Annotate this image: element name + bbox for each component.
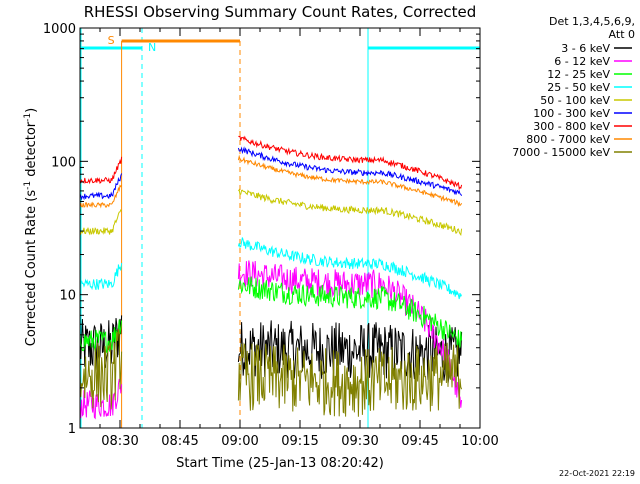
series-line-1-1	[237, 260, 463, 408]
series-line-8-1	[237, 342, 463, 417]
x-tick-label-2: 09:00	[221, 434, 258, 449]
legend-label-1: 6 - 12 keV	[554, 55, 610, 68]
series-line-6-1	[238, 135, 463, 191]
y-tick-label-3: 1000	[43, 22, 76, 37]
series-2	[79, 276, 463, 354]
y-axis-label-sup1: -1	[23, 181, 33, 190]
x-tick-label-6: 10:00	[461, 434, 498, 449]
legend-label-0: 3 - 6 keV	[561, 42, 610, 55]
legend-label-8: 7000 - 15000 keV	[512, 146, 610, 159]
x-tick-label-3: 09:15	[281, 434, 318, 449]
y-axis-label-end: )	[24, 108, 39, 113]
series-6	[79, 135, 463, 191]
axes: 08:30 08:45 09:00 09:15 09:30 09:45 10:00 1 10 10…	[43, 22, 499, 449]
series-5	[79, 146, 463, 201]
legend-label-3: 25 - 50 keV	[547, 81, 610, 94]
series-7	[79, 154, 463, 209]
legend-label-5: 100 - 300 keV	[533, 107, 610, 120]
series-8	[79, 329, 463, 417]
x-tick-label-4: 09:30	[341, 434, 378, 449]
legend-header-line-1: Det 1,3,4,5,6,9,	[549, 15, 635, 28]
y-axis-label-sup2: -1	[23, 113, 33, 122]
series-line-8-0	[79, 329, 123, 410]
series-3	[79, 237, 463, 300]
legend-label-2: 12 - 25 keV	[547, 68, 610, 81]
series-line-7-1	[237, 154, 463, 208]
series-line-7-0	[79, 184, 123, 209]
series-line-5-0	[79, 173, 123, 201]
legend-label-7: 800 - 7000 keV	[526, 133, 610, 146]
y-tick-label-0: 1	[68, 422, 76, 437]
x-tick-label-1: 08:45	[161, 434, 198, 449]
series-4	[79, 188, 463, 237]
plot-area: NS	[79, 28, 480, 428]
series-line-3-1	[237, 237, 463, 300]
x-tick-label-0: 08:30	[101, 434, 138, 449]
x-axis-label: Start Time (25-Jan-13 08:20:42)	[176, 456, 384, 471]
y-tick-label-1: 10	[59, 289, 76, 304]
chart-title: RHESSI Observing Summary Count Rates, Co…	[84, 3, 477, 21]
y-tick-label-2: 100	[51, 155, 76, 170]
y-axis-label: Corrected Count Rate (s-1 detector-1)	[23, 108, 39, 346]
legend-header-line-2: Att 0	[609, 28, 635, 41]
night-label: N	[148, 41, 156, 54]
series-line-6-0	[79, 156, 123, 185]
series-line-5-1	[237, 146, 463, 196]
legend-label-4: 50 - 100 keV	[540, 94, 610, 107]
series-line-3-0	[79, 263, 123, 291]
series-line-2-1	[237, 276, 463, 349]
x-tick-label-5: 09:45	[401, 434, 438, 449]
saa-label: S	[108, 34, 115, 47]
series-line-4-1	[237, 188, 463, 237]
y-axis-label-mid: detector	[24, 121, 39, 181]
legend-label-6: 300 - 800 keV	[533, 120, 610, 133]
footer-timestamp: 22-Oct-2021 22:19	[559, 469, 635, 478]
series-line-2-0	[79, 319, 123, 354]
series-line-4-0	[79, 209, 123, 236]
y-axis-label-main: Corrected Count Rate (s	[24, 190, 39, 347]
